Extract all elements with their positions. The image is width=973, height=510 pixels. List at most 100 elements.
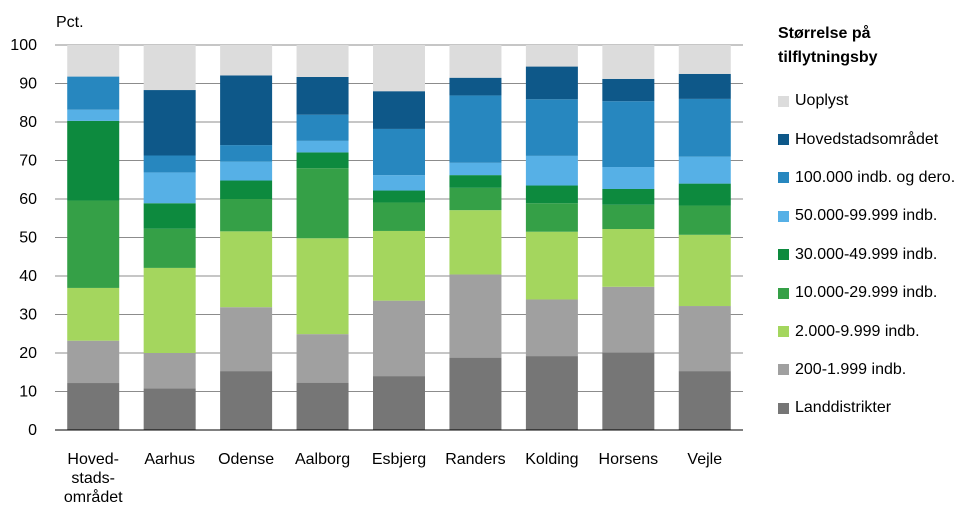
bar-segment	[449, 187, 502, 211]
y-tick-label: 70	[19, 153, 37, 170]
bar-segment	[296, 238, 349, 335]
bar-segment	[143, 353, 196, 389]
bar-segment	[678, 183, 731, 206]
bar-segment	[220, 75, 273, 146]
bars	[55, 45, 743, 431]
bar-segment	[67, 120, 120, 201]
x-tick-label: Horsens	[599, 451, 659, 468]
legend-label: 30.000-49.999 indb.	[795, 245, 938, 263]
bar-segment	[678, 306, 731, 372]
bar-segment	[449, 45, 502, 78]
bar-segment	[602, 204, 655, 230]
bar-segment	[220, 145, 273, 162]
y-tick-label: 50	[19, 230, 37, 247]
bar-segment	[296, 114, 349, 141]
bar-segment	[602, 45, 655, 79]
y-tick-label: 0	[28, 422, 37, 439]
bar-segment	[449, 357, 502, 430]
bar-segment	[67, 76, 120, 110]
bar-segment	[678, 156, 731, 184]
bar-segment	[678, 45, 731, 74]
y-axis-label: Pct.	[56, 14, 84, 31]
bar-segment	[143, 203, 196, 229]
y-tick-label: 60	[19, 191, 37, 208]
bar-segment	[449, 210, 502, 275]
bar-segment	[373, 300, 425, 377]
bar-segment	[67, 200, 120, 288]
bar-segment	[449, 162, 502, 176]
x-tick-label: Hoved-stads-området	[64, 451, 123, 506]
legend-label: 10.000-29.999 indb.	[795, 284, 938, 302]
bar-segment	[525, 99, 578, 156]
bar-segment	[220, 180, 273, 199]
bar-segment	[296, 334, 349, 383]
legend-item: Hovedstadsområdet	[778, 120, 973, 158]
legend-label: Hovedstadsområdet	[795, 130, 939, 148]
bar-segment	[525, 45, 578, 67]
bar-segment	[602, 286, 655, 353]
bar-segment	[220, 231, 273, 308]
legend-swatch	[778, 134, 789, 146]
legend-label: 100.000 indb. og dero.	[795, 168, 956, 186]
bar-segment	[525, 155, 578, 186]
y-tick-label: 90	[19, 76, 37, 93]
bar-segment	[525, 231, 578, 300]
legend-title: Størrelse på tilflytningsby	[778, 25, 878, 66]
legend-label: 2.000-9.999 indb.	[795, 322, 920, 340]
bar-segment	[143, 45, 196, 91]
bar-segment	[602, 352, 655, 430]
bar-segment	[143, 90, 196, 156]
bar-segment	[373, 376, 425, 430]
y-tick-label: 20	[19, 345, 37, 362]
bar-segment	[296, 76, 349, 115]
legend-swatch	[778, 95, 789, 107]
bar-segment	[373, 230, 425, 301]
bar-segment	[67, 287, 120, 341]
bar-segment	[296, 168, 349, 239]
bar-segment	[373, 91, 425, 129]
bar-segment	[525, 299, 578, 357]
bar-segment	[143, 172, 196, 204]
legend-swatch	[778, 402, 789, 414]
bar-segment	[678, 98, 731, 157]
legend-item: 200-1.999 indb.	[778, 351, 973, 389]
bar-segment	[525, 185, 578, 204]
bar-segment	[678, 73, 731, 99]
bar-segment	[143, 228, 196, 268]
bar-segment	[143, 267, 196, 353]
legend-swatch	[778, 249, 789, 261]
y-tick-label: 10	[19, 384, 37, 401]
bar-segment	[220, 307, 273, 372]
legend-items: Uoplyst Hovedstadsområdet 100.000 indb. og…	[778, 82, 973, 428]
bar-segment	[220, 199, 273, 232]
legend-item: 100.000 indb. og dero.	[778, 159, 973, 197]
x-tick-label: Randers	[445, 451, 505, 468]
bar-segment	[525, 356, 578, 430]
bar-segment	[525, 203, 578, 232]
bar-segment	[602, 188, 655, 205]
bar-segment	[678, 371, 731, 430]
bar-segment	[602, 78, 655, 102]
bar-segment	[296, 45, 349, 77]
bar-segment	[143, 155, 196, 173]
bar-segment	[220, 45, 273, 76]
legend-item: Uoplyst	[778, 82, 973, 120]
x-tick-label: Odense	[218, 451, 274, 468]
legend-label: Uoplyst	[795, 92, 849, 110]
bar-segment	[678, 234, 731, 307]
x-tick-labels: Hoved-stads-området Aarhus Odense Aalborg Es…	[64, 451, 722, 506]
legend: Størrelse på tilflytningsby Uoplyst Hoved…	[778, 22, 973, 428]
x-tick-label: Esbjerg	[372, 451, 426, 468]
y-tick-label: 30	[19, 307, 37, 324]
bar-segment	[678, 205, 731, 235]
bar-segment	[525, 66, 578, 100]
legend-item: 30.000-49.999 indb.	[778, 236, 973, 274]
bar-segment	[373, 175, 425, 191]
bar-segment	[220, 161, 273, 181]
bar-segment	[67, 383, 120, 430]
bar-segment	[373, 190, 425, 203]
legend-swatch	[778, 210, 789, 222]
bar-segment	[449, 175, 502, 188]
bar-segment	[67, 45, 120, 77]
